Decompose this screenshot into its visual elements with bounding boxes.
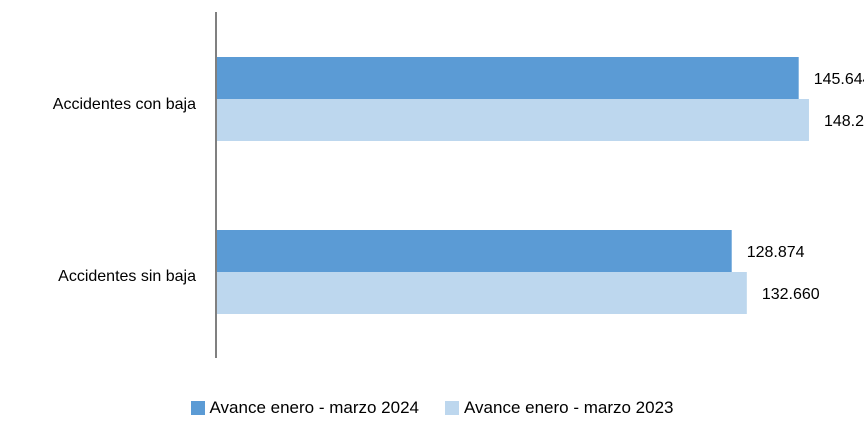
bar-2023-0 (217, 99, 809, 141)
bar-2024-0 (217, 57, 799, 99)
bar-2023-1 (217, 272, 747, 314)
value-label-2023-1: 132.660 (762, 286, 820, 303)
bar-2024-1 (217, 230, 732, 272)
category-label-1: Accidentes sin baja (58, 268, 196, 285)
legend-item-2024: Avance enero - marzo 2024 (190, 398, 419, 418)
legend-item-2023: Avance enero - marzo 2023 (445, 398, 673, 418)
value-label-2024-1: 128.874 (747, 244, 805, 261)
value-label-2023-0: 148.219 (824, 113, 864, 130)
legend-label-2024: Avance enero - marzo 2024 (209, 398, 419, 417)
legend-swatch-2024 (190, 401, 205, 415)
value-label-2024-0: 145.644 (814, 71, 864, 88)
category-label-0: Accidentes con baja (53, 96, 196, 113)
legend-swatch-2023 (445, 401, 459, 415)
bars-group: 145.644 148.219 128.874 132.660 (217, 57, 864, 314)
legend: Avance enero - marzo 2024 Avance enero -… (0, 398, 864, 418)
legend-label-2023: Avance enero - marzo 2023 (464, 398, 674, 417)
